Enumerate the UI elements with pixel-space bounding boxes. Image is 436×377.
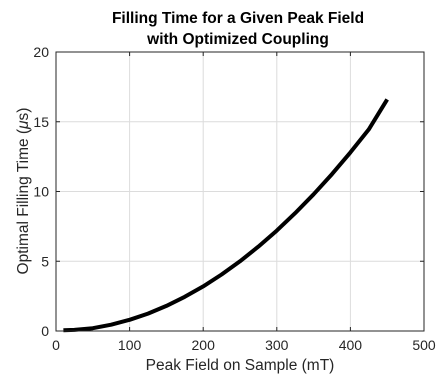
x-tick-label: 0	[52, 337, 60, 353]
data-line-layer	[63, 98, 389, 333]
series-line-0	[63, 98, 389, 333]
x-tick-label: 200	[192, 337, 216, 353]
chart-title-line-2: with Optimized Coupling	[146, 31, 329, 48]
x-axis-label: Peak Field on Sample (mT)	[146, 357, 335, 374]
y-tick-label: 10	[33, 184, 49, 200]
axes	[55, 51, 425, 332]
y-axis-label-tail: s)	[15, 108, 32, 121]
y-tick-label: 0	[41, 323, 49, 339]
y-axis-label-main: Optimal Filling Time (	[15, 128, 32, 274]
x-tick-label: 100	[118, 337, 142, 353]
tick-labels: 0 100 200 300 400 500 0 5 10 15 20	[33, 44, 435, 353]
x-tick-label: 300	[265, 337, 289, 353]
y-tick-label: 5	[41, 253, 49, 269]
y-axis-label-symbol: μ	[15, 120, 32, 130]
y-tick-label: 20	[33, 44, 49, 60]
grid-lines	[56, 52, 424, 331]
chart-title-line-1: Filling Time for a Given Peak Field	[112, 10, 364, 27]
x-tick-label: 500	[412, 337, 436, 353]
y-tick-label: 15	[33, 114, 49, 130]
y-axis-label: Optimal Filling Time (μs)	[15, 108, 32, 275]
x-tick-label: 400	[339, 337, 363, 353]
